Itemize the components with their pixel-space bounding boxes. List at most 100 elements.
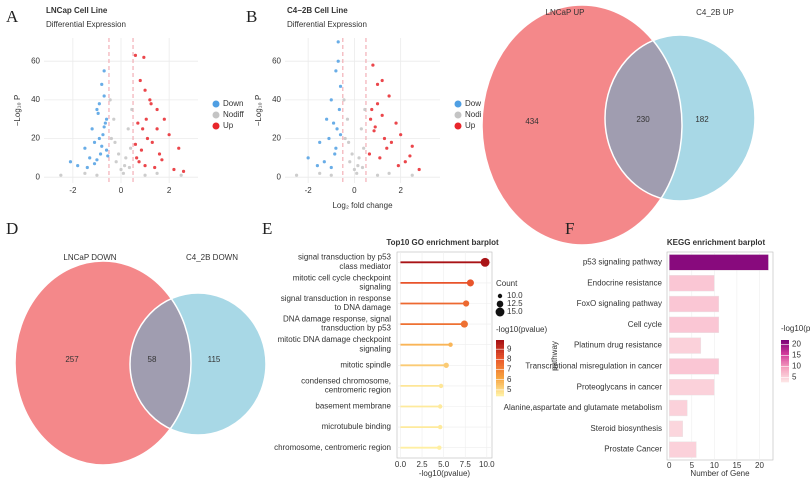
set-overlap [130,293,191,435]
legend-label: Dow [465,99,481,108]
point [408,154,412,158]
legend-swatch [454,122,462,130]
colorbar-step [781,351,789,353]
colorbar-step [496,371,504,374]
y-axis-label: pathway [550,341,559,371]
point [370,107,374,112]
y-tick-label: 20 [31,134,40,143]
x-tick-label: 10 [710,461,719,470]
point [338,84,343,88]
set-label: C4_2B UP [696,8,734,17]
x-tick-label: 0 [667,461,672,470]
colorbar-step [496,366,504,369]
bar [669,379,715,396]
bar [669,358,720,375]
point [157,152,162,156]
colorbar-step [781,358,789,360]
point [95,173,99,177]
x-tick-label: 7.5 [460,460,472,469]
point [375,173,380,177]
bar [669,337,702,354]
x-tick-label: 10.0 [479,460,495,469]
point [144,117,148,121]
colorbar-step [781,348,789,351]
colorbar-step [496,349,504,352]
legend-label: Nodiff [223,110,245,119]
point [130,107,134,112]
point [378,156,382,160]
category-label: condensed chromosome, centromeric region [301,376,391,394]
plot-area [396,251,493,459]
colorbar-step [781,340,789,342]
x-tick-label: 0 [352,186,357,195]
colorbar-step [781,377,789,380]
point [331,121,336,125]
point [148,98,152,102]
size-legend-dot [495,307,505,317]
colorbar-step [496,356,504,359]
size-legend-label: 10.0 [507,291,523,300]
x-tick-label: 0.0 [395,460,407,469]
point [155,171,159,175]
y-tick-label: 20 [272,134,281,143]
category-label: mitotic DNA damage checkpoint signaling [278,335,392,353]
colorbar-step [496,358,504,361]
point [325,117,329,121]
category-label: Proteoglycans in cancer [577,382,663,391]
point [135,156,139,160]
point [112,117,116,121]
category-label: Endocrine resistance [587,278,662,287]
set-count: 230 [636,115,650,124]
colorbar-step [496,369,504,373]
point [387,171,391,175]
y-tick-label: 60 [272,56,281,65]
chart-subtitle: Differential Expression [287,20,367,29]
panel-letter: F [565,219,574,238]
bar [669,420,683,437]
colorbar-step [781,356,789,359]
point [106,154,110,158]
colorbar-step [496,341,504,345]
point [322,160,326,164]
point [179,173,183,177]
point [352,167,357,172]
x-tick-label: 15 [732,461,741,470]
point [116,152,121,156]
point [119,167,123,172]
panel-letter: A [6,7,19,26]
point [114,160,118,164]
colorbar-step [781,368,789,370]
colorbar-label: 5 [792,373,797,382]
point [350,152,354,156]
point [348,160,352,164]
point [129,146,133,150]
point [410,173,414,177]
point [143,88,147,92]
colorbar-step [781,362,789,365]
point [145,136,150,141]
colorbar-step [781,352,789,355]
point [126,127,130,131]
point [342,98,346,102]
set-count: 115 [208,355,221,364]
x-tick-label: 2 [167,186,172,195]
point [329,98,333,102]
point [327,136,331,141]
x-tick-label: 5.0 [438,460,450,469]
panel-letter: B [246,7,257,26]
colorbar-step [781,361,789,363]
colorbar-step [781,370,789,373]
colorbar-step [781,342,789,345]
panel-letter: E [262,219,272,238]
point [177,146,181,150]
colorbar-step [496,390,504,393]
point [373,125,377,129]
legend-swatch [212,111,220,119]
chart-subtitle: Differential Expression [46,20,126,29]
size-legend-dot [496,300,504,308]
dot [462,300,470,307]
category-label: mitotic spindle [340,360,391,369]
point [362,146,366,150]
point [83,146,87,150]
